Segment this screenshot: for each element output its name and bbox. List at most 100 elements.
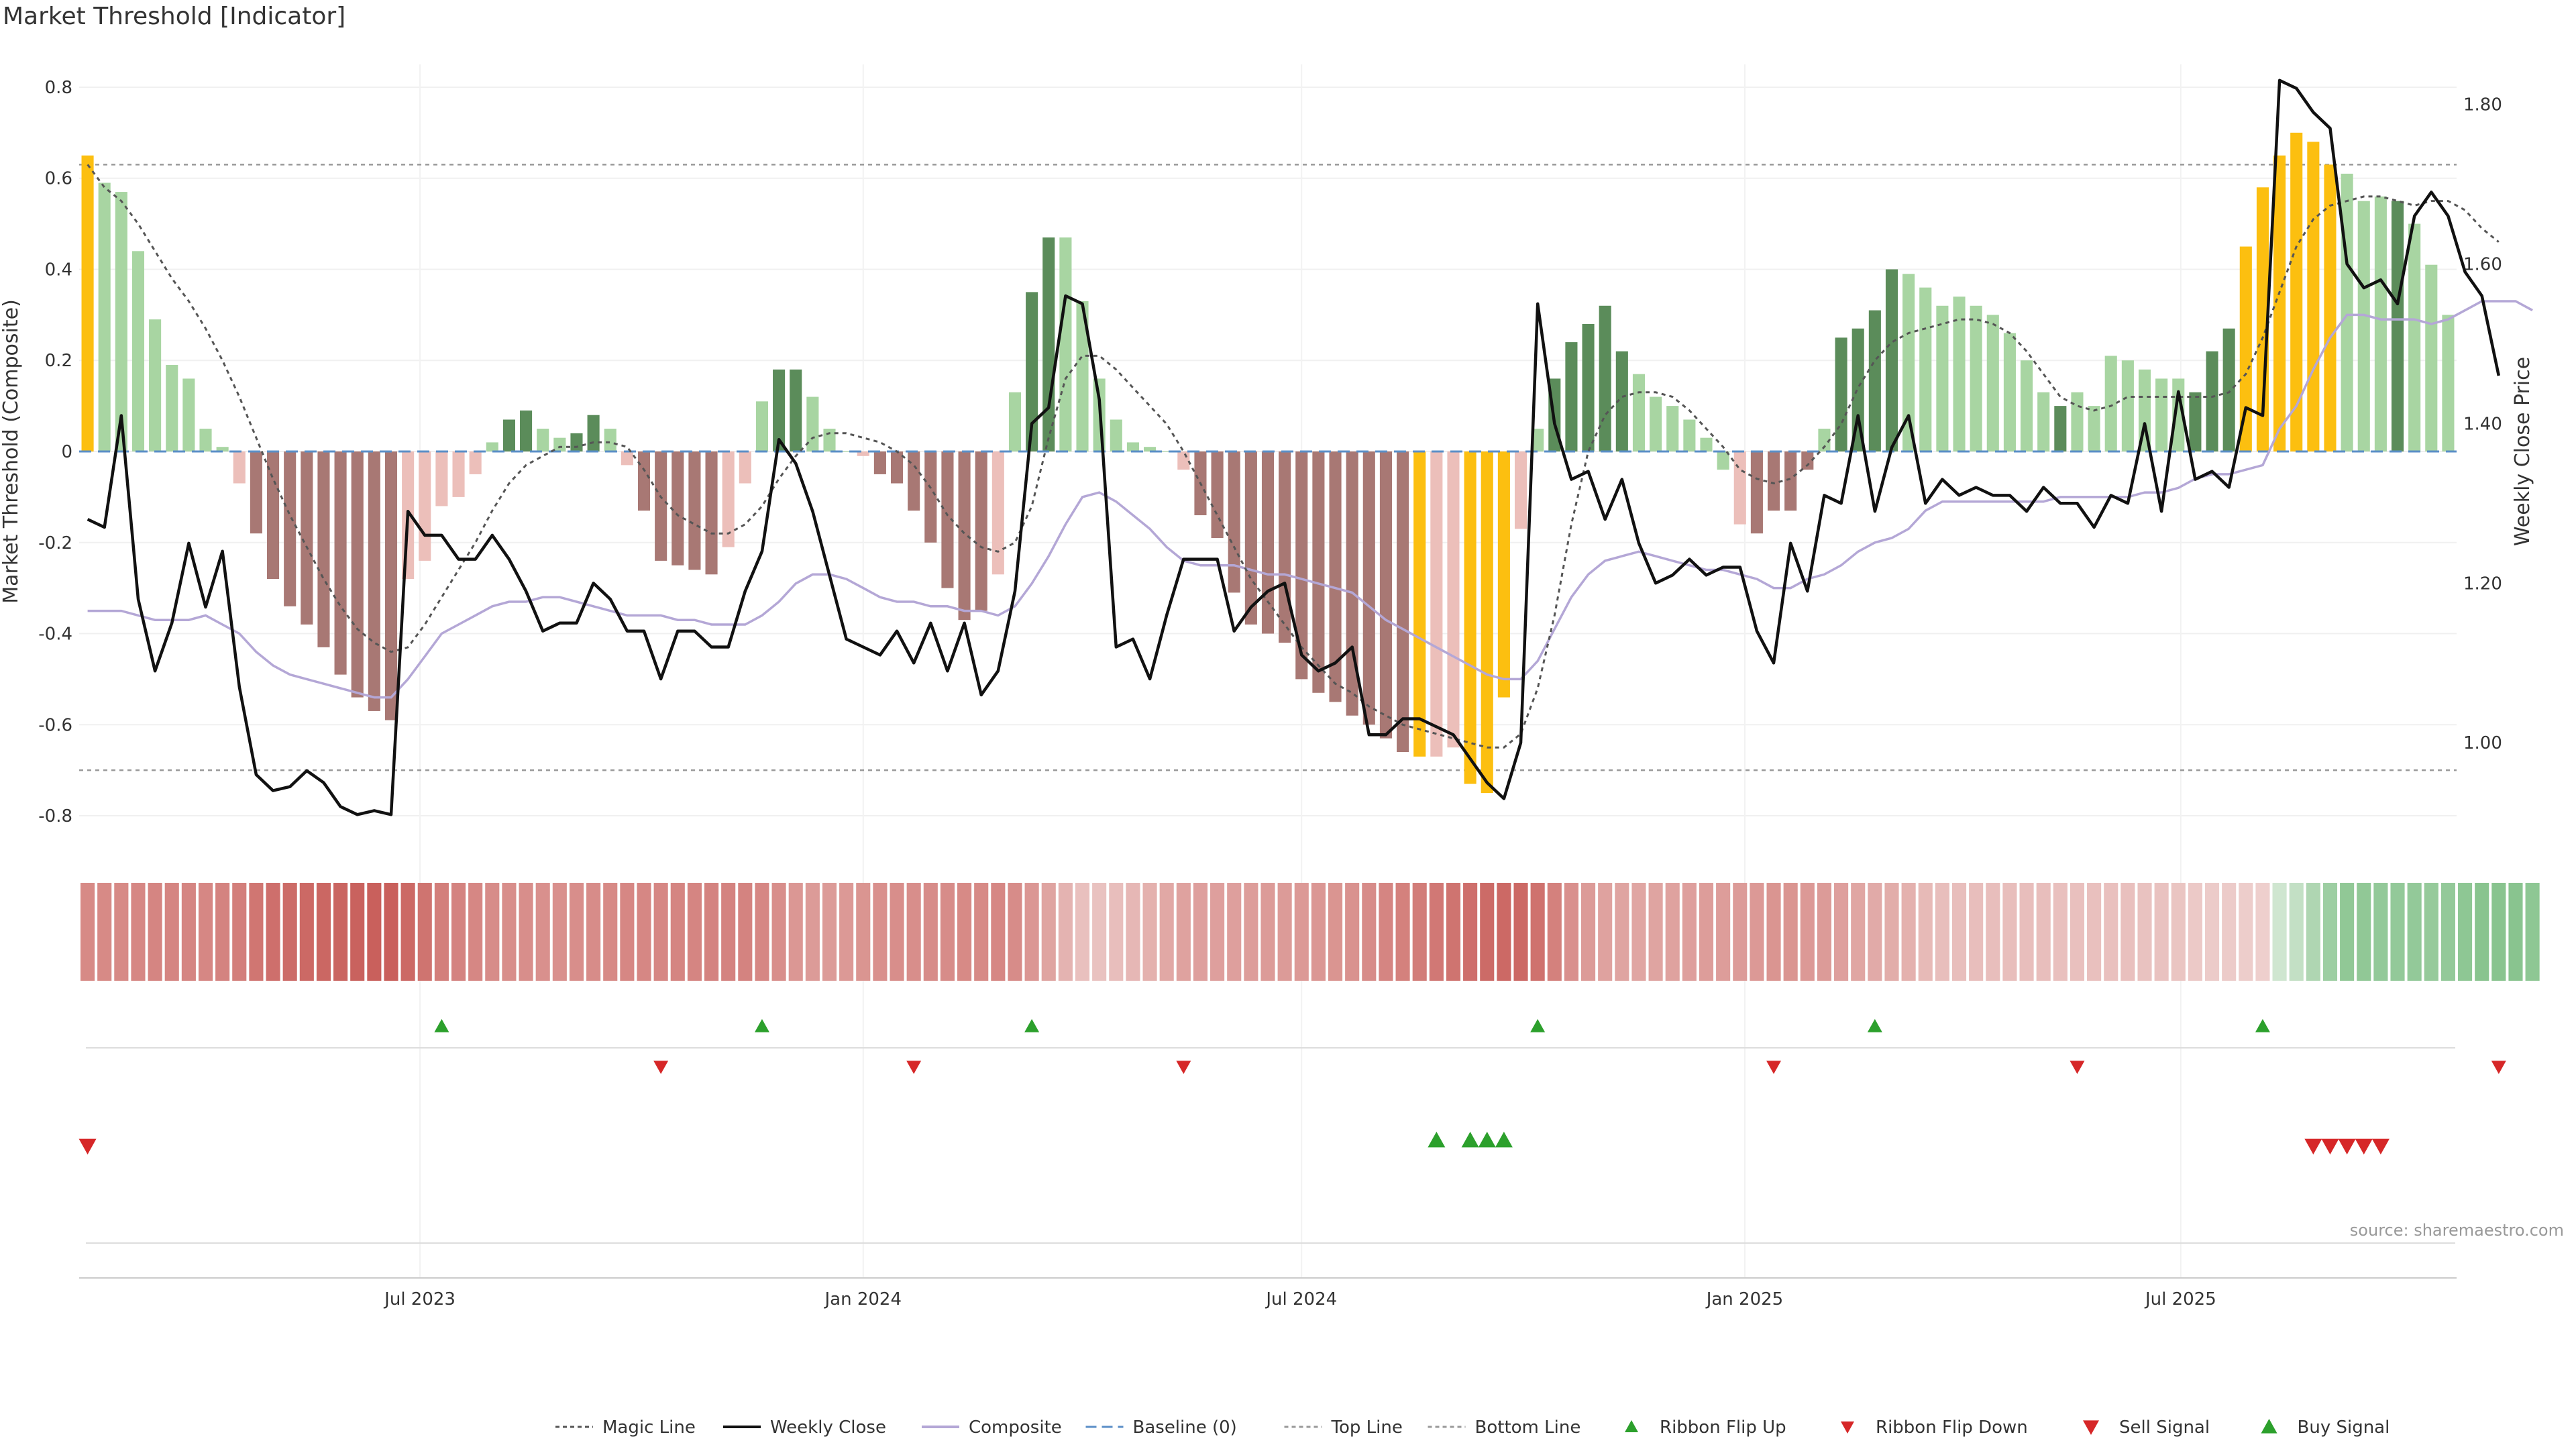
ribbon-cell xyxy=(1244,883,1258,981)
ribbon-cell xyxy=(2508,883,2523,981)
threshold-bar xyxy=(1885,269,1898,451)
ribbon-cell xyxy=(620,883,635,981)
threshold-bar xyxy=(250,451,262,534)
ribbon-cell xyxy=(2390,883,2405,981)
threshold-bar xyxy=(98,182,111,451)
threshold-bar xyxy=(2374,196,2387,451)
y-tick-label: 0.6 xyxy=(45,169,72,189)
ribbon-cell xyxy=(1024,883,1039,981)
ribbon-cell xyxy=(974,883,989,981)
threshold-bar xyxy=(452,451,465,497)
ribbon-flip-up-marker xyxy=(434,1019,449,1032)
threshold-bar xyxy=(2189,392,2202,451)
ribbon-cell xyxy=(485,883,500,981)
threshold-bar xyxy=(1279,451,1291,643)
ribbon-cell xyxy=(367,883,382,981)
ribbon-cell xyxy=(1176,883,1191,981)
y2-tick-label: 1.80 xyxy=(2463,95,2502,115)
threshold-bar xyxy=(2324,164,2337,451)
ribbon-cell xyxy=(1918,883,1933,981)
ribbon-cell xyxy=(586,883,601,981)
threshold-bar xyxy=(1464,451,1477,784)
threshold-bar xyxy=(384,451,398,720)
ribbon-cell xyxy=(164,883,179,981)
ribbon-cell xyxy=(1851,883,1866,981)
ribbon-cell xyxy=(434,883,449,981)
threshold-bar xyxy=(233,451,246,484)
threshold-bar xyxy=(1986,315,1999,451)
ribbon-cell xyxy=(856,883,871,981)
ribbon-cell xyxy=(2340,883,2355,981)
ribbon-cell xyxy=(181,883,196,981)
sell-signal-marker xyxy=(78,1138,97,1155)
threshold-bar xyxy=(857,451,869,456)
x-tick-label: Jan 2025 xyxy=(1705,1289,1784,1309)
ribbon-cell xyxy=(2272,883,2287,981)
ribbon-cell xyxy=(1362,883,1377,981)
threshold-bar xyxy=(722,451,735,547)
threshold-bar xyxy=(1970,305,1982,451)
ribbon-cell xyxy=(1311,883,1326,981)
buy-signal-marker xyxy=(1478,1132,1496,1148)
ribbon-cell xyxy=(215,883,230,981)
y2-tick-label: 1.40 xyxy=(2463,414,2502,434)
ribbon-cell xyxy=(991,883,1006,981)
ribbon-cell xyxy=(1665,883,1680,981)
ribbon-flip-up-marker xyxy=(1530,1019,1546,1032)
threshold-bar xyxy=(1126,442,1139,451)
ribbon-cell xyxy=(1412,883,1427,981)
magic-line xyxy=(87,164,2500,749)
ribbon-cell xyxy=(535,883,550,981)
ribbon-cell xyxy=(569,883,584,981)
threshold-bar xyxy=(1733,451,1746,525)
threshold-bar xyxy=(81,155,94,451)
threshold-bar xyxy=(149,319,162,451)
ribbon-cell xyxy=(653,883,668,981)
threshold-bar xyxy=(672,451,684,566)
ribbon-cell xyxy=(1648,883,1663,981)
threshold-bar xyxy=(873,451,886,474)
ribbon-cell xyxy=(1783,883,1798,981)
threshold-bar xyxy=(1683,419,1696,451)
threshold-bar xyxy=(115,192,127,451)
ribbon-cell xyxy=(2475,883,2489,981)
threshold-bar xyxy=(2442,315,2455,451)
ribbon-cell xyxy=(1986,883,2000,981)
threshold-bar xyxy=(1532,429,1544,451)
threshold-bar xyxy=(1497,451,1510,698)
threshold-bar xyxy=(284,451,297,606)
ribbon-cell xyxy=(148,883,162,981)
ribbon-cell xyxy=(1699,883,1714,981)
threshold-bar xyxy=(1211,451,1224,538)
ribbon-flip-down-marker xyxy=(653,1061,669,1074)
ribbon-cell xyxy=(2002,883,2017,981)
ribbon-cell xyxy=(468,883,483,981)
ribbon-cell xyxy=(2255,883,2270,981)
ribbon-cell xyxy=(1294,883,1309,981)
y-tick-label: 0 xyxy=(61,442,72,462)
sell-signal-marker xyxy=(2321,1138,2339,1155)
ribbon-cell xyxy=(1951,883,1967,981)
threshold-bar xyxy=(1177,451,1190,470)
y-tick-label: -0.8 xyxy=(38,806,72,826)
ribbon-cell xyxy=(1480,883,1495,981)
ribbon-cell xyxy=(1193,883,1208,981)
ribbon-cell xyxy=(1277,883,1292,981)
threshold-bar xyxy=(1632,374,1646,451)
y-tick-label: -0.2 xyxy=(38,533,72,553)
ribbon-cell xyxy=(1868,883,1882,981)
sell-signal-marker xyxy=(2371,1138,2390,1155)
threshold-bar xyxy=(351,451,364,698)
ribbon-flip-up-marker xyxy=(754,1019,769,1032)
sell-signal-marker xyxy=(2338,1138,2356,1155)
threshold-bar xyxy=(2054,406,2067,451)
threshold-bar xyxy=(1161,451,1173,452)
ribbon-cell xyxy=(1429,883,1444,981)
ribbon-cell xyxy=(417,883,432,981)
ribbon-cell xyxy=(906,883,921,981)
threshold-bar xyxy=(301,451,313,625)
y-tick-label: -0.6 xyxy=(38,715,72,735)
ribbon-cell xyxy=(97,883,112,981)
threshold-bar xyxy=(806,396,819,451)
ribbon-cell xyxy=(1564,883,1578,981)
